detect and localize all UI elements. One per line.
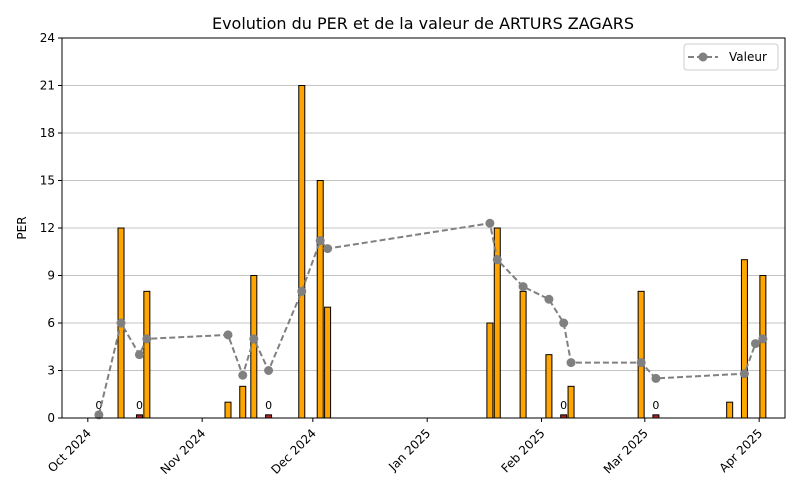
value-point [566,358,576,368]
per-bar [567,385,575,419]
per-bar [143,290,151,419]
value-point [238,370,248,380]
value-point [249,334,259,344]
zero-bar-label: 0 [652,399,659,412]
y-tick-label: 18 [40,126,55,140]
value-line-group [94,218,768,420]
zero-bar-label: 0 [95,399,102,412]
per-bar [239,385,247,419]
per-bar [545,354,553,419]
y-axis-label: PER [15,216,29,239]
zero-bar-label: 0 [560,399,567,412]
legend: Valeur [683,43,779,71]
y-tick-label: 9 [47,269,55,283]
value-point [94,410,104,420]
y-tick-label: 15 [40,174,55,188]
value-point [323,244,333,254]
value-point [297,286,307,296]
y-axis: 0 3 6 9 12 15 18 21 24 [40,31,62,425]
value-point [315,236,325,246]
legend-marker-swatch [698,52,708,62]
zero-bar-label: 0 [136,399,143,412]
value-point [264,366,274,375]
per-bar [298,85,306,419]
y-tick-label: 21 [40,79,55,93]
value-point [142,334,152,344]
value-point [518,282,528,292]
y-tick-label: 6 [47,316,55,330]
per-bar [759,275,767,419]
legend-box [683,43,779,71]
value-point [134,350,144,360]
per-bar [324,306,332,419]
value-point [739,369,749,379]
value-point [492,255,502,265]
per-bar [740,259,748,419]
y-tick-label: 0 [47,411,55,425]
zero-bar-label: 0 [265,399,272,412]
per-bar [486,322,494,419]
legend-label-valeur: Valeur [729,50,767,64]
value-point [485,218,495,228]
per-bar [726,401,734,419]
per-bar [519,290,527,419]
y-tick-label: 12 [40,221,55,235]
value-point [758,334,768,344]
value-point [636,358,646,368]
zero-labels-group: 0 0 0 0 0 [95,399,659,412]
per-bar [224,401,232,419]
per-bar [316,180,324,419]
value-point [544,294,554,304]
value-point [116,318,126,328]
value-line [97,222,764,416]
value-point [750,339,760,349]
value-point [559,318,569,328]
y-tick-label: 3 [47,364,55,378]
per-bar [637,290,645,419]
chart-title: Evolution du PER et de la valeur de ARTU… [212,14,634,33]
value-point [223,330,233,340]
value-point [651,373,661,383]
y-tick-label: 24 [40,31,55,45]
